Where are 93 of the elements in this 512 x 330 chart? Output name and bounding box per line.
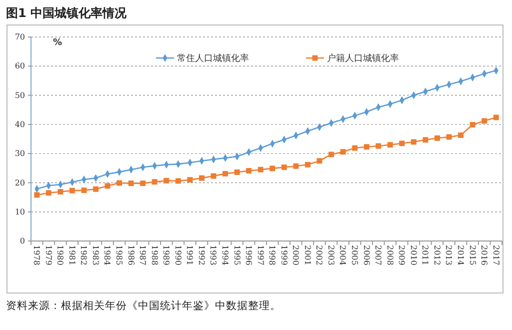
- x-tick-label: 2004: [338, 245, 348, 266]
- x-tick-label: 1982: [79, 245, 88, 266]
- point: [187, 177, 193, 183]
- point: [293, 163, 299, 169]
- x-tick-label: 2016: [480, 245, 489, 266]
- x-tick-label: 1994: [220, 245, 230, 266]
- point: [46, 190, 52, 196]
- point: [210, 173, 216, 179]
- point: [446, 134, 452, 140]
- x-tick-label: 1978: [32, 245, 42, 266]
- x-tick-label: 1986: [126, 245, 136, 266]
- point: [316, 158, 322, 164]
- x-tick-label: 1979: [44, 245, 53, 266]
- point: [81, 188, 87, 194]
- x-tick-label: 2003: [326, 245, 336, 266]
- x-tick-label: 1993: [208, 245, 218, 266]
- x-tick-label: 1985: [114, 245, 124, 266]
- chart-title: 图1 中国城镇化率情况: [6, 6, 128, 20]
- x-tick-label: 1995: [232, 245, 242, 266]
- x-tick-label: 2010: [408, 245, 418, 266]
- y-tick-label: 20: [14, 178, 25, 188]
- x-tick-label: 2001: [302, 245, 312, 266]
- x-tick-label: 2000: [291, 245, 300, 266]
- point: [93, 186, 98, 192]
- point: [482, 118, 488, 124]
- point: [304, 162, 310, 168]
- x-tick-label: 2006: [362, 245, 371, 266]
- legend-label: 户籍人口城镇化率: [327, 53, 399, 64]
- point: [69, 188, 75, 194]
- x-tick-label: 1999: [279, 245, 288, 266]
- point: [104, 183, 110, 189]
- y-tick-label: 70: [14, 32, 25, 42]
- point: [175, 178, 181, 184]
- point: [281, 164, 287, 170]
- x-tick-label: 2008: [385, 245, 394, 266]
- x-tick-label: 1981: [67, 245, 76, 266]
- point: [364, 144, 370, 150]
- x-tick-label: 1984: [102, 245, 112, 266]
- point: [270, 166, 276, 172]
- point: [58, 189, 64, 194]
- x-tick-label: 1996: [244, 245, 254, 266]
- x-tick-label: 1983: [90, 245, 100, 266]
- x-tick-label: 1989: [162, 245, 171, 266]
- x-tick-label: 1998: [268, 245, 277, 266]
- x-tick-label: 1988: [150, 245, 159, 266]
- point: [352, 145, 358, 151]
- legend-label: 常住人口城镇化率: [177, 53, 249, 64]
- point: [340, 149, 346, 155]
- point: [434, 135, 440, 141]
- x-tick-label: 1997: [256, 245, 265, 266]
- point: [152, 179, 158, 185]
- y-tick-label: 30: [14, 149, 25, 158]
- point: [116, 180, 122, 186]
- point: [328, 152, 334, 158]
- y-tick-label: 40: [14, 120, 25, 129]
- point: [222, 170, 228, 176]
- y-tick-label: 50: [14, 90, 25, 100]
- point: [376, 143, 382, 149]
- x-tick-label: 2017: [491, 245, 500, 266]
- text: 资料来源：根据相关年份《中国统计年鉴》中数据整理。: [6, 299, 281, 312]
- point: [128, 180, 134, 186]
- x-tick-label: 2013: [444, 245, 454, 266]
- x-tick-label: 2015: [468, 245, 477, 266]
- x-tick-label: 1987: [138, 245, 148, 266]
- point: [422, 137, 428, 143]
- x-tick-label: 2011: [420, 245, 430, 266]
- point: [234, 169, 240, 175]
- point: [493, 114, 499, 120]
- x-tick-label: 1980: [56, 245, 65, 266]
- x-tick-label: 1990: [173, 245, 182, 266]
- y-tick-label: 10: [14, 207, 25, 216]
- point: [387, 142, 393, 148]
- point: [199, 175, 204, 181]
- y-tick-label: 60: [14, 62, 25, 71]
- x-tick-label: 2002: [314, 245, 324, 266]
- point: [399, 140, 405, 146]
- point: [164, 178, 170, 184]
- point: [140, 180, 146, 186]
- point: [410, 139, 416, 145]
- y-axis-title: %: [53, 38, 62, 48]
- point: [470, 122, 476, 128]
- x-tick-label: 1992: [196, 245, 206, 266]
- x-tick-label: 2009: [397, 245, 406, 266]
- point: [34, 192, 40, 198]
- point: [258, 166, 264, 172]
- x-tick-label: 2014: [456, 245, 465, 266]
- y-tick-label: 0: [20, 236, 25, 246]
- x-tick-label: 1991: [185, 245, 194, 266]
- x-tick-label: 2005: [350, 245, 360, 266]
- point: [246, 168, 252, 174]
- x-tick-label: 2007: [374, 245, 383, 266]
- point: [458, 132, 464, 138]
- x-tick-label: 2012: [432, 245, 442, 266]
